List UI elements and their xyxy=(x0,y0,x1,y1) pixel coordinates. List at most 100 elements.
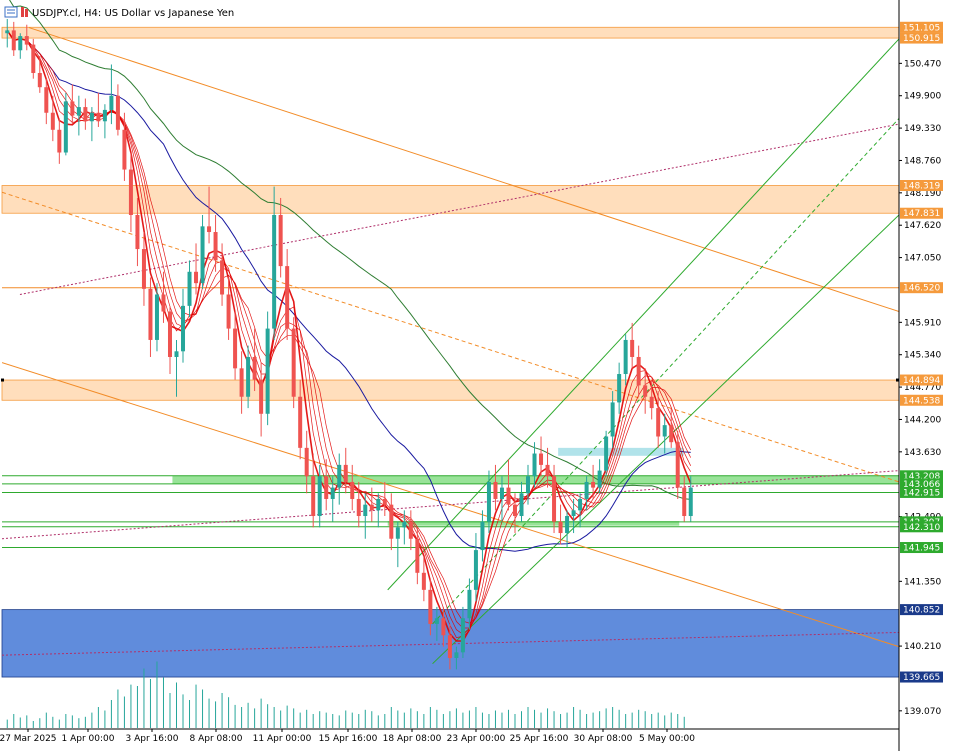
candle xyxy=(636,345,641,397)
volume-bar xyxy=(436,709,438,728)
candle-body xyxy=(486,481,491,522)
candle-body xyxy=(278,214,283,267)
price-tag-label: 150.915 xyxy=(903,34,940,44)
volume-bar xyxy=(507,709,509,728)
candle-body xyxy=(512,504,517,517)
price-tag-label: 139.665 xyxy=(903,673,940,683)
candle xyxy=(141,232,146,306)
candle-body xyxy=(200,226,205,284)
volume-bar xyxy=(149,679,151,728)
volume-bar xyxy=(468,710,470,728)
volume-bar xyxy=(416,711,418,728)
candle-body xyxy=(50,112,55,130)
price-tag: 147.831 xyxy=(900,207,943,219)
candle-body xyxy=(408,521,413,539)
candle xyxy=(265,311,270,426)
price-tag: 140.852 xyxy=(900,604,943,616)
price-tag: 143.208 xyxy=(900,470,943,482)
volume-bar xyxy=(384,714,386,728)
price-tag-box xyxy=(900,394,943,406)
volume-bar xyxy=(156,661,158,728)
candle-body xyxy=(506,487,511,505)
candle-body xyxy=(636,356,641,386)
volume-bar xyxy=(39,718,41,728)
candle-body xyxy=(187,271,192,306)
price-tick-label: 145.340 xyxy=(904,351,941,361)
candle-body xyxy=(317,476,322,517)
ma-ribbon-red xyxy=(7,30,692,629)
candle xyxy=(591,464,596,499)
candle-body xyxy=(337,464,342,488)
candle xyxy=(161,271,166,323)
candle xyxy=(369,487,374,522)
time-tick-label: 3 Apr 16:00 xyxy=(126,734,179,744)
candle-body xyxy=(324,476,329,499)
volume-bar xyxy=(71,715,73,728)
candle-body xyxy=(18,36,23,51)
candle-body xyxy=(532,453,537,477)
candle xyxy=(356,481,361,528)
candle-body xyxy=(643,385,648,397)
volume-bar xyxy=(403,712,405,728)
candle xyxy=(194,243,199,295)
volume-bar xyxy=(13,714,15,728)
candle xyxy=(285,249,290,340)
candle-body xyxy=(604,436,609,471)
chart-menu-icon[interactable] xyxy=(4,6,18,18)
candle xyxy=(649,379,654,420)
price-tag: 143.066 xyxy=(900,478,943,490)
candle xyxy=(565,510,570,548)
candle-body xyxy=(649,396,654,409)
candle-body xyxy=(382,498,387,505)
resistance-zone-144 xyxy=(1,379,900,401)
candle-body xyxy=(311,476,316,517)
candle xyxy=(408,510,413,551)
candle-body xyxy=(584,481,589,499)
candle xyxy=(558,504,563,545)
candle xyxy=(181,288,186,363)
volume-bar xyxy=(605,708,607,728)
candle-body xyxy=(552,476,557,522)
volume-bar xyxy=(638,709,640,728)
candle-body xyxy=(369,504,374,511)
volume-bar xyxy=(527,707,529,728)
volume-bar xyxy=(560,714,562,728)
ma-ribbon-red xyxy=(7,30,692,624)
candle xyxy=(187,260,192,318)
price-tag-label: 144.538 xyxy=(903,396,940,406)
candle xyxy=(343,447,348,494)
candle xyxy=(421,555,426,602)
time-axis: 27 Mar 2025 1 Apr 00:00 3 Apr 16:00 8 Apr 0… xyxy=(0,729,695,744)
candle xyxy=(44,78,49,125)
candle xyxy=(604,430,609,477)
candle-body xyxy=(688,487,693,517)
volume-bar xyxy=(273,707,275,728)
candle-body xyxy=(213,232,218,261)
volume-bar xyxy=(338,715,340,728)
price-tag: 151.105 xyxy=(900,21,943,33)
candle-body xyxy=(109,95,114,110)
candle-body xyxy=(526,476,531,494)
orange-dashed-trend xyxy=(2,191,899,483)
candle-body xyxy=(591,481,596,488)
volume-bar xyxy=(78,718,80,728)
price-tag: 150.915 xyxy=(900,32,943,44)
candle-body xyxy=(558,521,563,534)
candle xyxy=(512,493,517,534)
candle xyxy=(311,453,316,528)
chart-header: USDJPY.cl, H4: US Dollar vs Japanese Yen xyxy=(4,6,234,19)
volume-bar xyxy=(32,721,34,728)
volume-layer xyxy=(6,661,685,728)
price-tag-label: 141.945 xyxy=(903,544,940,554)
candle xyxy=(499,476,504,522)
candle xyxy=(50,95,55,142)
candle xyxy=(584,476,589,511)
bar-chart-icon[interactable] xyxy=(21,7,28,17)
candle xyxy=(389,493,394,551)
candle-body xyxy=(233,328,238,369)
purple-dotted-trend-lower xyxy=(2,470,899,540)
candle-body xyxy=(83,107,88,122)
